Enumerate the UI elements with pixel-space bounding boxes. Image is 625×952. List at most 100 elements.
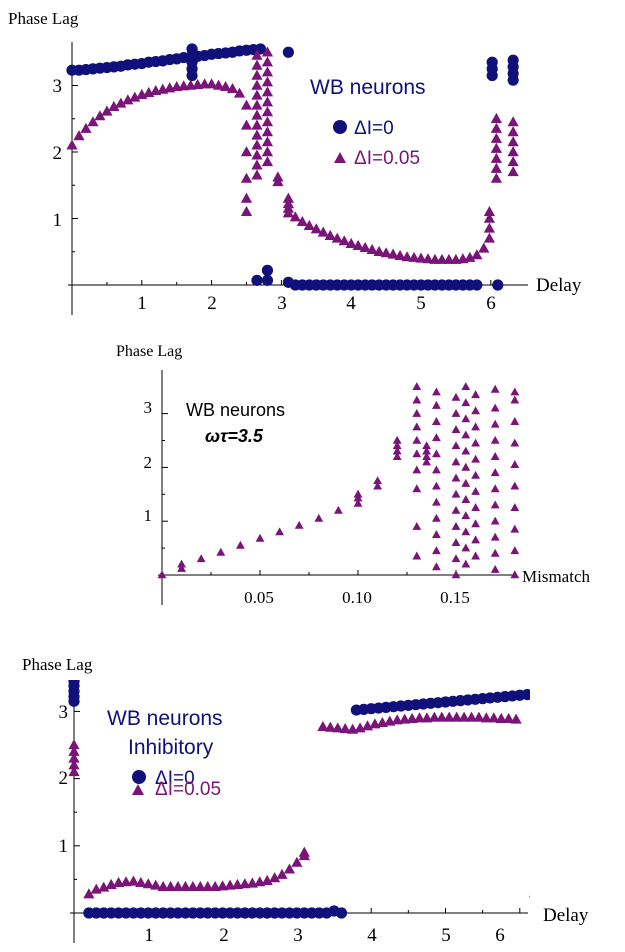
panel-delay-excitatory: Phase Lag Delay WB neurons ΔI=0 ΔI=0.05 … [8,9,582,314]
data-point-triangle [129,91,141,102]
data-point-triangle [471,551,480,560]
x-tick-label: 1 [144,925,154,946]
data-point-triangle [339,722,351,734]
data-point-triangle [432,530,441,538]
y-tick-label: 3 [144,398,153,417]
data-point-triangle [510,546,520,555]
legend-marker-triangle [334,152,346,163]
data-point-triangle [135,876,147,887]
data-point-triangle [73,130,85,141]
x-tick-labels: 0.05 0.10 0.15 [244,588,470,607]
data-point-triangle [451,505,461,514]
data-point-triangle [240,192,253,203]
data-point-triangle [399,713,411,724]
data-point-triangle [298,846,310,857]
data-point-triangle [510,417,520,425]
data-point-triangle [172,880,184,891]
data-point-triangle [451,425,461,434]
data-point-triangle [465,711,478,722]
data-point-triangle [98,881,110,892]
data-point-triangle [392,435,402,444]
data-point-triangle [261,126,274,137]
data-point-triangle [324,721,336,732]
data-point-triangle [490,384,500,393]
data-point-triangle [296,215,308,227]
data-point-triangle [432,546,441,555]
y-tick-label: 2 [144,453,153,472]
data-point-triangle [251,119,263,130]
data-point-triangle [317,720,329,732]
panel-mismatch: Phase Lag Mismatch WB neurons ωτ=3.5 0.0… [116,343,590,607]
data-point-triangle [177,559,186,568]
data-point-triangle [415,252,427,263]
data-point-triangle [422,457,431,466]
data-point-triangle [490,548,500,557]
data-point-circle [492,279,504,291]
data-point-triangle [461,446,471,455]
data-point-triangle [412,435,422,444]
legend-marker-triangle [132,784,144,795]
data-point-triangle [490,565,500,573]
data-point-triangle [392,446,402,455]
legend-marker-circle [132,770,146,784]
data-point-triangle [483,222,496,233]
plot-area [68,680,551,943]
data-point-triangle [373,481,382,490]
data-point-triangle [461,543,471,552]
data-point-triangle [412,408,422,417]
data-point-triangle [412,521,422,530]
data-point-triangle [451,521,461,530]
data-point-circle [251,274,263,286]
xlabel: Mismatch [522,567,590,586]
data-point-triangle [392,441,402,450]
data-point-triangle [387,248,399,259]
data-point-triangle [530,463,539,471]
data-point-triangle [352,239,364,250]
data-point-triangle [226,82,239,94]
data-point-triangle [461,430,471,439]
data-point-triangle [120,876,132,887]
x-tick-label: 3 [293,925,303,946]
legend: ΔI=0 ΔI=0.05 [333,118,420,169]
y-tick-labels: 1 2 3 [144,398,153,525]
data-point-triangle [540,884,551,894]
data-point-triangle [345,237,357,248]
data-point-circle [261,274,274,286]
data-point-triangle [261,46,274,57]
data-point-triangle [471,486,480,495]
data-point-triangle [251,49,263,60]
data-point-triangle [510,713,522,724]
data-point-triangle [503,712,515,723]
data-point-triangle [530,406,539,414]
data-point-triangle [471,438,480,447]
xlabel: Delay [543,905,589,926]
y-tick-labels: 1 2 3 [53,76,63,231]
data-point-triangle [461,398,471,407]
data-point-triangle [275,527,284,536]
data-point-triangle [490,112,502,123]
data-point-triangle [68,752,80,763]
data-point-triangle [507,166,519,177]
data-point-triangle [240,119,253,130]
data-point-triangle [261,106,274,117]
annotation: WB neurons [310,76,426,99]
data-point-triangle [428,711,440,722]
data-point-triangle [187,880,199,891]
data-point-triangle [373,476,382,485]
data-point-triangle [510,387,520,396]
data-point-triangle [261,96,274,107]
data-point-triangle [80,122,92,133]
data-point-triangle [458,711,470,722]
data-point-triangle [261,156,274,167]
data-point-triangle [436,711,448,722]
data-point-triangle [196,554,206,563]
data-point-circle [261,264,274,276]
data-point-triangle [276,868,288,879]
data-point-triangle [150,879,162,890]
data-point-triangle [490,419,500,428]
x-tick-label: 6 [486,293,496,314]
data-point-triangle [251,89,263,100]
data-point-triangle [507,136,519,147]
data-point-triangle [507,156,519,167]
data-point-triangle [490,172,502,183]
